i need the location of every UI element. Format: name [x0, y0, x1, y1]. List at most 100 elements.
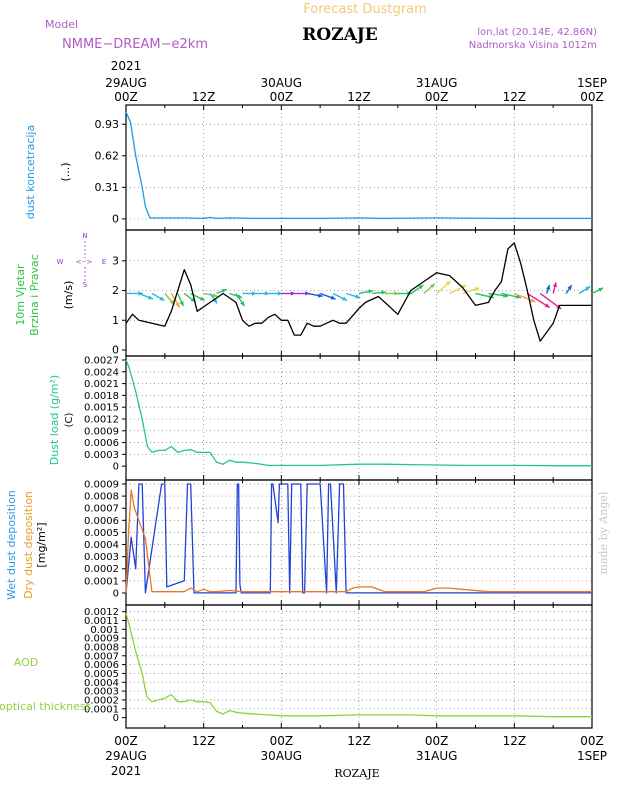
aod-ytick-label: 0.0009 [84, 634, 119, 645]
wind-arrow-head [430, 283, 435, 289]
load-ytick-label: 0.0027 [84, 356, 119, 367]
wind-arrow-head [598, 287, 604, 292]
panels: 00.310.620.93012300.00030.00060.00090.00… [84, 104, 604, 729]
bottom-tick-date: 30AUG [261, 749, 303, 763]
dust-panel: 0 0.31 0.62 0.93 [95, 104, 593, 231]
load-panel: 00.00030.00060.00090.00120.00150.00180.0… [84, 355, 593, 481]
dust-frame [125, 104, 593, 231]
wind-arrow-head [342, 296, 348, 301]
top-tick-date: 31AUG [416, 76, 458, 90]
wind-arrow-head [418, 285, 424, 290]
wind-ylabel-2: Brzina i Pravac [28, 254, 41, 336]
wind-ytick-label: 3 [112, 254, 119, 267]
bottom-tick-date: 1SEP [577, 749, 607, 763]
wind-arrow-head [530, 298, 536, 303]
wind-arrow-head [147, 295, 153, 300]
wind-arrow-head [368, 289, 373, 294]
bottom-tick-hour: 00Z [270, 734, 294, 748]
wind-arrow-head [159, 296, 165, 301]
wind-ylabel-1: 10m Vjetar [14, 264, 27, 326]
load-ytick-label: 0.0012 [84, 414, 119, 425]
aod-ytick-label: 0.0005 [84, 669, 119, 680]
wind-arrow-head [546, 285, 551, 291]
lonlat-label: lon,lat (20.14E, 42.86N) [477, 27, 597, 38]
bottom-tick-hour: 00Z [425, 734, 449, 748]
aod-ytick-label: 0.0007 [84, 651, 119, 662]
dep-ytick-label: 0 [113, 588, 119, 599]
aod-ytick-label: 0.0012 [84, 607, 119, 618]
aod-ytick-label: 0.0008 [84, 642, 119, 653]
wind-arrow-head [251, 291, 257, 296]
dep-series-line [125, 489, 592, 593]
load-ytick-label: 0 [113, 462, 119, 473]
top-tick-date: 29AUG [105, 76, 147, 90]
compass-n: N [82, 232, 87, 240]
load-ytick-label: 0.0018 [84, 391, 119, 402]
wind-ylabel-unit: (m/s) [62, 281, 75, 310]
wind-arrow-head [355, 294, 361, 299]
wind-arrow-head [221, 289, 227, 294]
aod-label: AOD [14, 656, 38, 669]
load-series-line [125, 359, 592, 467]
wind-arrow-head [199, 296, 205, 301]
bottom-tick-hour: 12Z [347, 734, 371, 748]
wind-arrow-head [552, 282, 557, 288]
load-ytick-label: 0.0006 [84, 438, 119, 449]
wind-arrow-head [264, 291, 270, 296]
aod-ytick-label: 0.001 [90, 625, 119, 636]
top-tick-hour: 00Z [425, 90, 449, 104]
aod-ytick-label: 0.0011 [84, 616, 119, 627]
wind-series-line [125, 242, 592, 342]
top-title: Forecast Dustgram [303, 2, 427, 17]
dust-series-line [125, 111, 592, 220]
bottom-tick-date: 31AUG [416, 749, 458, 763]
top-tick-hour: 00Z [114, 90, 138, 104]
top-tick-hour: 12Z [503, 90, 527, 104]
aod-ytick-label: 0.0001 [84, 704, 119, 715]
aod-ytick-label: 0 [113, 713, 119, 724]
compass-e: E [102, 258, 106, 266]
bottom-tick-date: 29AUG [105, 749, 147, 763]
load-ytick-label: 0.0009 [84, 426, 119, 437]
dust-ytick-label: 0.31 [95, 181, 120, 194]
aod-ytick-label: 0.0002 [84, 695, 119, 706]
watermark: made by Angel [597, 491, 610, 574]
model-name: NMME−DREAM−e2km [62, 37, 208, 52]
dust-ylabel-unit: (...) [59, 162, 72, 181]
dep-ytick-label: 0.0007 [84, 504, 119, 515]
top-tick-hour: 12Z [192, 90, 216, 104]
wind-arrow-head [585, 286, 591, 291]
dep-panel: 00.00010.00020.00030.00040.00050.00060.0… [84, 479, 593, 606]
dry-dep-ylabel: Dry dust deposition [22, 491, 35, 599]
wind-ytick-label: 0 [112, 344, 119, 357]
aod-ytick-label: 0.0004 [84, 678, 119, 689]
wind-arrow-head [212, 298, 218, 304]
wind-arrow-head [394, 291, 399, 296]
top-tick-hour: 12Z [347, 90, 371, 104]
wind-arrow-head [240, 301, 245, 307]
wind-panel: 0 1 2 3 [112, 229, 604, 357]
station-title: ROZAJE [302, 25, 378, 45]
bottom-tick-hour: 00Z [580, 734, 604, 748]
wind-arrow-head [544, 303, 550, 308]
dep-ytick-label: 0.0005 [84, 528, 119, 539]
wind-arrow-head [317, 293, 323, 298]
top-tick-hour: 00Z [580, 90, 604, 104]
dust-ytick-label: 0.93 [95, 118, 120, 131]
dep-ytick-label: 0.0002 [84, 564, 119, 575]
wind-ytick-label: 1 [112, 314, 119, 327]
aod-panel: 00.00010.00020.00030.00040.00050.00060.0… [84, 604, 593, 729]
altitude-label: Nadmorska Visina 1012m [469, 40, 597, 51]
bottom-tick-hour: 12Z [503, 734, 527, 748]
aod-ytick-label: 0.0003 [84, 687, 119, 698]
dust-ylabel: dust koncetracija [24, 125, 37, 219]
wind-arrow-head [330, 295, 336, 300]
dep-ytick-label: 0.0004 [84, 540, 119, 551]
dust-ytick-label: 0 [112, 212, 119, 225]
aod-series-line [125, 613, 592, 718]
load-ytick-label: 0.0024 [84, 367, 119, 378]
dep-ytick-label: 0.0006 [84, 516, 119, 527]
compass-arrow: <--> [76, 258, 93, 266]
